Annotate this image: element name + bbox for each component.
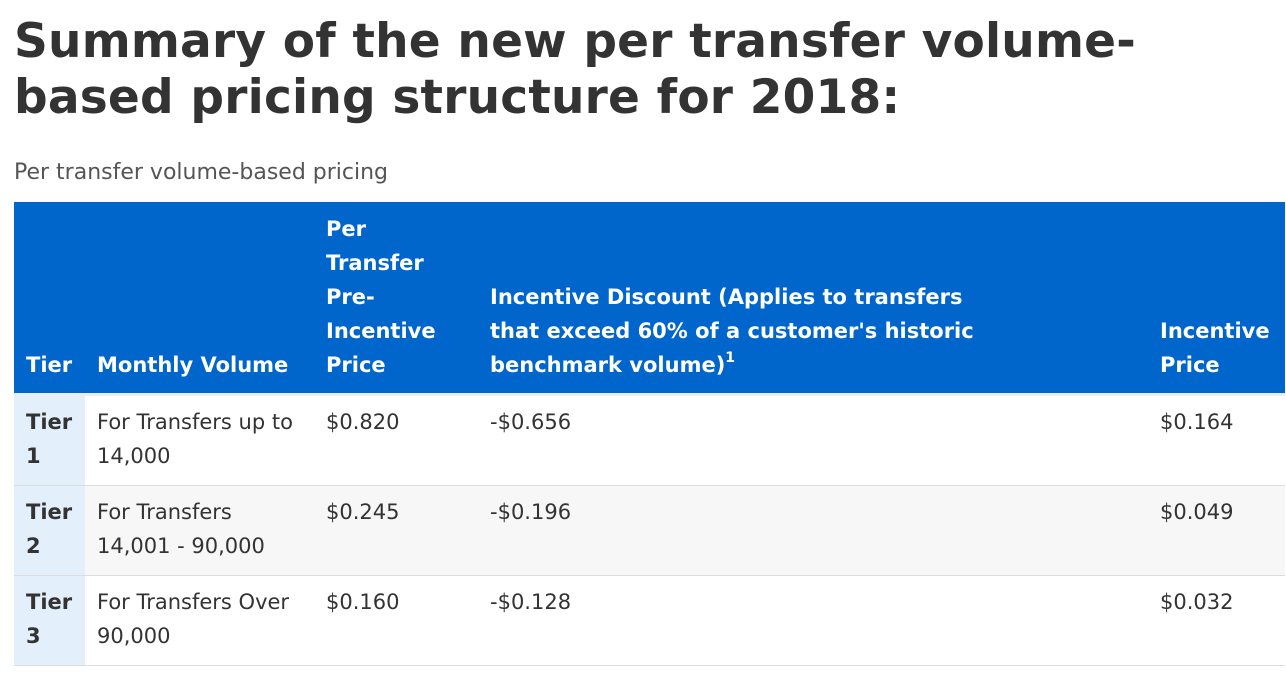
- footnote-marker[interactable]: 1: [725, 350, 736, 366]
- header-monthly-volume: Monthly Volume: [85, 202, 314, 396]
- tier-cell: Tier 1: [14, 394, 85, 486]
- volume-cell: For Transfers Over 90,000: [85, 575, 314, 666]
- incentive-price-cell: $0.164: [1148, 394, 1285, 486]
- pre-incentive-price-cell: $0.160: [314, 575, 478, 666]
- table-row: Tier 2 For Transfers 14,001 - 90,000 $0.…: [14, 485, 1285, 576]
- volume-cell: For Transfers up to 14,000: [85, 394, 314, 486]
- pre-incentive-price-cell: $0.245: [314, 485, 478, 576]
- header-pre-incentive-price: Per Transfer Pre-Incentive Price: [314, 202, 478, 396]
- header-incentive-discount-text: Incentive Discount (Applies to transfers…: [490, 285, 974, 377]
- table-row: Tier 3 For Transfers Over 90,000 $0.160 …: [14, 575, 1285, 666]
- discount-cell: -$0.656: [478, 394, 1148, 486]
- tier-cell: Tier 3: [14, 575, 85, 666]
- tier-cell: Tier 2: [14, 485, 85, 576]
- pricing-table: Tier Monthly Volume Per Transfer Pre-Inc…: [14, 202, 1285, 666]
- header-incentive-price: Incentive Price: [1148, 202, 1285, 396]
- discount-cell: -$0.196: [478, 485, 1148, 576]
- discount-cell: -$0.128: [478, 575, 1148, 666]
- table-row: Tier 1 For Transfers up to 14,000 $0.820…: [14, 394, 1285, 486]
- incentive-price-cell: $0.049: [1148, 485, 1285, 576]
- page-title: Summary of the new per transfer volume-b…: [14, 14, 1136, 125]
- header-tier: Tier: [14, 202, 85, 396]
- header-incentive-discount: Incentive Discount (Applies to transfers…: [478, 202, 1148, 396]
- incentive-price-cell: $0.032: [1148, 575, 1285, 666]
- volume-cell: For Transfers 14,001 - 90,000: [85, 485, 314, 576]
- table-caption: Per transfer volume-based pricing: [14, 160, 389, 185]
- pre-incentive-price-cell: $0.820: [314, 394, 478, 486]
- table-header-row: Tier Monthly Volume Per Transfer Pre-Inc…: [14, 202, 1285, 396]
